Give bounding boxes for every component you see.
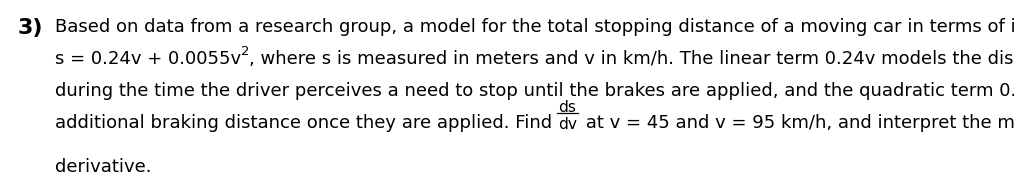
Text: dv: dv: [558, 117, 577, 132]
Text: Based on data from a research group, a model for the total stopping distance of : Based on data from a research group, a m…: [55, 18, 1014, 36]
Text: , where s is measured in meters and v in km/h. The linear term 0.24v models the : , where s is measured in meters and v in…: [249, 50, 1014, 68]
Text: 3): 3): [18, 18, 44, 38]
Text: at v = 45 and v = 95 km/h, and interpret the meaning of the: at v = 45 and v = 95 km/h, and interpret…: [580, 114, 1014, 132]
Text: additional braking distance once they are applied. Find: additional braking distance once they ar…: [55, 114, 558, 132]
Text: ds: ds: [559, 100, 576, 115]
Text: derivative.: derivative.: [55, 158, 151, 176]
Text: during the time the driver perceives a need to stop until the brakes are applied: during the time the driver perceives a n…: [55, 82, 1014, 100]
Text: s = 0.24v + 0.0055v: s = 0.24v + 0.0055v: [55, 50, 241, 68]
Text: 2: 2: [241, 45, 249, 58]
